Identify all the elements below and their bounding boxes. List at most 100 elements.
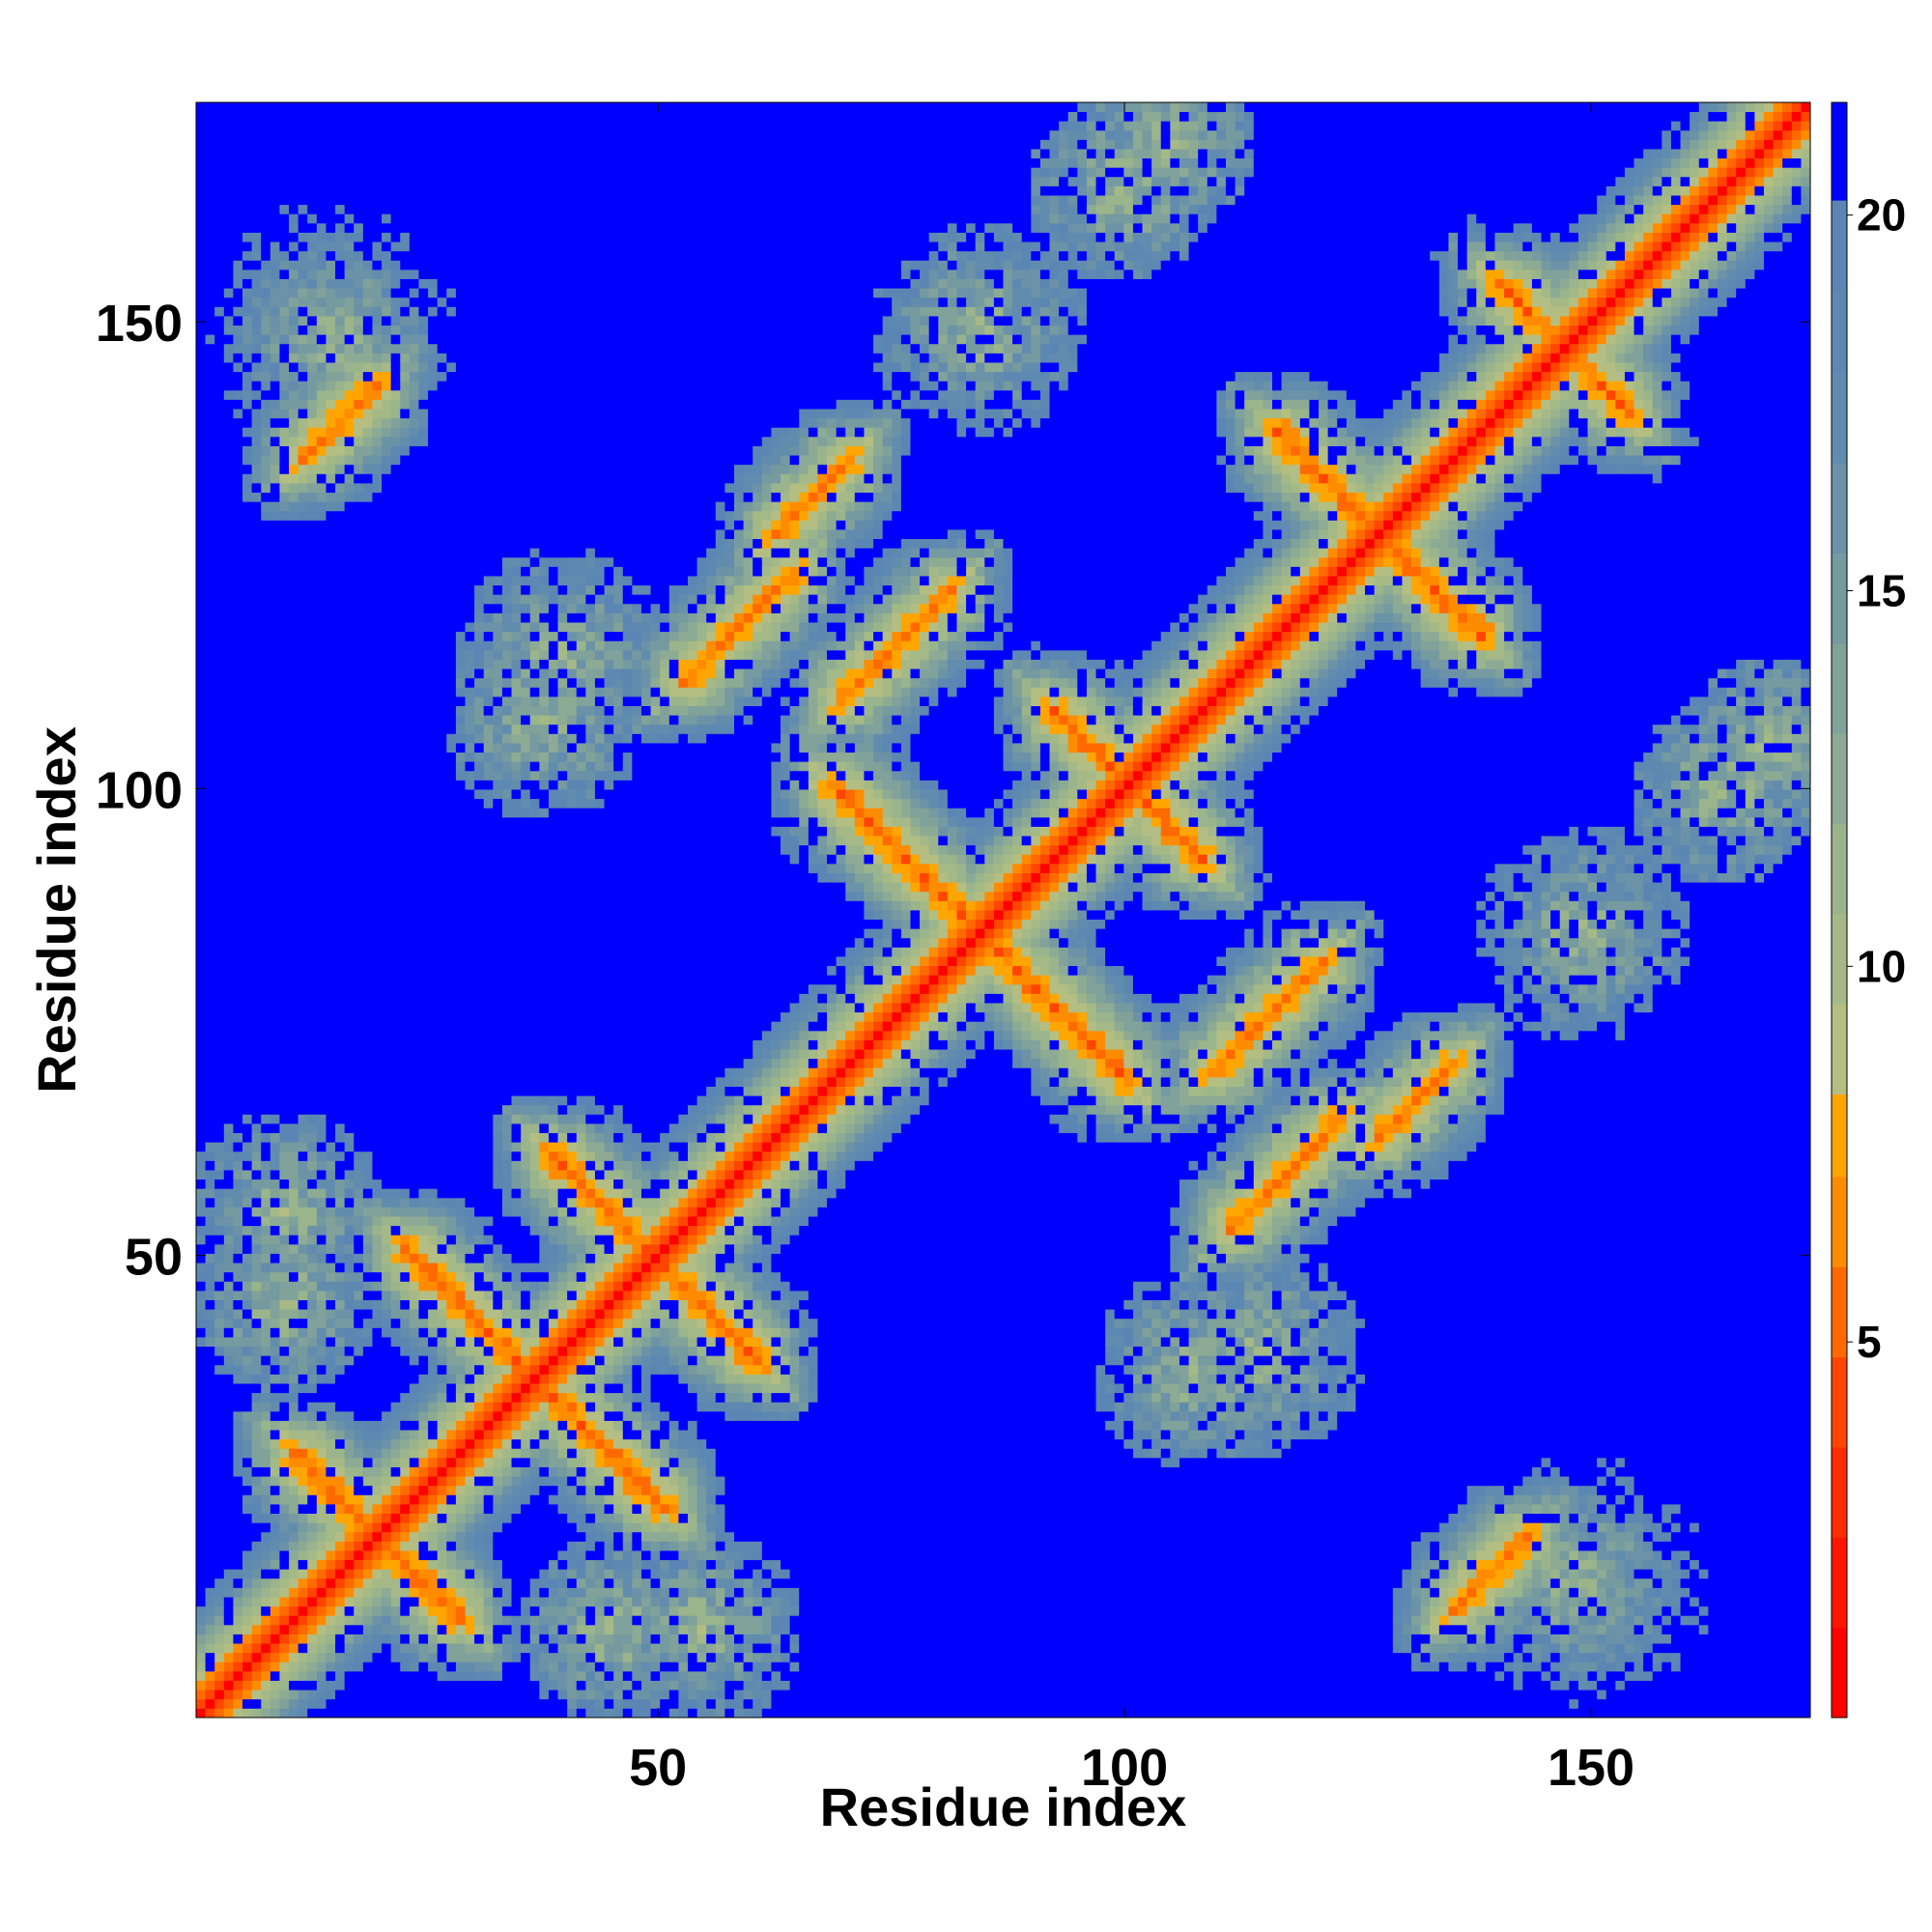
heatmap-cell (456, 1606, 466, 1616)
heatmap-cell (781, 1662, 790, 1671)
heatmap-cell (1022, 1615, 1032, 1625)
heatmap-cell (206, 1179, 215, 1189)
heatmap-cell (1550, 1625, 1560, 1634)
heatmap-cell (502, 1690, 512, 1699)
heatmap-cell (1504, 1699, 1514, 1709)
heatmap-cell (771, 1634, 781, 1644)
heatmap-cell (298, 947, 308, 956)
heatmap-cell (1736, 1606, 1746, 1616)
heatmap-cell (214, 1337, 224, 1347)
heatmap-cell (976, 1615, 985, 1625)
heatmap-cell (1514, 1681, 1523, 1690)
heatmap-cell (920, 1606, 929, 1616)
heatmap-cell (233, 1699, 242, 1709)
heatmap-cell (307, 1170, 317, 1179)
heatmap-cell (1643, 1653, 1653, 1662)
heatmap-cell (233, 1569, 242, 1578)
heatmap-cell (929, 1643, 939, 1653)
heatmap-cell (363, 1708, 373, 1718)
heatmap-cell (279, 882, 289, 892)
heatmap-cell (1690, 1606, 1699, 1616)
heatmap-cell (1161, 1681, 1171, 1690)
heatmap-cell (595, 1708, 605, 1718)
heatmap-cell (1430, 1625, 1439, 1634)
heatmap-cell (242, 892, 252, 901)
heatmap-cell (252, 1699, 262, 1709)
heatmap-cell (1226, 1615, 1236, 1625)
heatmap-cell (307, 1133, 317, 1143)
heatmap-cell (817, 1671, 827, 1681)
heatmap-cell (605, 1653, 614, 1662)
heatmap-cell (261, 399, 270, 409)
heatmap-cell (224, 984, 234, 994)
heatmap-cell (307, 1634, 317, 1644)
heatmap-cell (1133, 1708, 1143, 1718)
heatmap-cell (206, 1671, 215, 1681)
heatmap-cell (410, 1643, 419, 1653)
heatmap-cell (1606, 1625, 1616, 1634)
heatmap-cell (224, 1133, 234, 1143)
heatmap-cell (242, 687, 252, 696)
heatmap-cell (1421, 1597, 1431, 1606)
heatmap-cell (261, 1021, 270, 1031)
heatmap-cell (1059, 1662, 1068, 1671)
heatmap-cell (1123, 1597, 1133, 1606)
heatmap-cell (279, 1327, 289, 1337)
heatmap-cell (224, 771, 234, 781)
heatmap-cell (270, 158, 280, 168)
heatmap-cell (252, 1690, 262, 1699)
heatmap-cell (1542, 1662, 1551, 1671)
heatmap-cell (233, 1550, 242, 1560)
heatmap-cell (549, 1699, 558, 1709)
heatmap-cell (1522, 1653, 1532, 1662)
heatmap-cell (279, 1216, 289, 1226)
heatmap-cell (206, 789, 215, 799)
heatmap-cell (196, 1216, 206, 1226)
heatmap-cell (688, 1634, 697, 1644)
heatmap-cell (214, 1049, 224, 1059)
heatmap-cell (252, 1494, 262, 1504)
heatmap-cell (289, 1606, 298, 1616)
heatmap-cell (1754, 1634, 1764, 1644)
heatmap-cell (623, 1643, 633, 1653)
heatmap-cell (864, 1699, 873, 1709)
heatmap-cell (214, 854, 224, 864)
heatmap-cell (298, 446, 308, 456)
heatmap-cell (298, 1383, 308, 1393)
heatmap-cell (196, 687, 206, 696)
heatmap-cell (279, 1597, 289, 1606)
heatmap-cell (261, 112, 270, 122)
heatmap-cell (289, 733, 298, 743)
heatmap-cell (623, 1634, 633, 1644)
heatmap-cell (196, 1393, 206, 1403)
heatmap-cell (261, 1059, 270, 1068)
heatmap-cell (651, 1625, 661, 1634)
heatmap-cell (233, 112, 242, 122)
heatmap-cell (1272, 1708, 1282, 1718)
heatmap-cell (298, 733, 308, 743)
heatmap-cell (261, 316, 270, 326)
heatmap-cell (261, 381, 270, 390)
heatmap-cell (298, 473, 308, 483)
heatmap-cell (298, 1514, 308, 1523)
heatmap-cell (632, 1634, 641, 1644)
heatmap-cell (214, 437, 224, 446)
heatmap-cell (252, 1458, 262, 1467)
heatmap-cell (233, 427, 242, 437)
heatmap-cell (976, 1625, 985, 1634)
heatmap-cell (1355, 1606, 1365, 1616)
heatmap-cell (354, 1615, 363, 1625)
heatmap-cell (1402, 1681, 1411, 1690)
heatmap-cell (1151, 1597, 1161, 1606)
heatmap-cell (206, 1059, 215, 1068)
heatmap-cell (298, 1541, 308, 1550)
heatmap-cell (1123, 1606, 1133, 1616)
heatmap-cell (214, 158, 224, 168)
heatmap-cell (298, 381, 308, 390)
heatmap-cell (206, 928, 215, 938)
heatmap-cell (1031, 1671, 1040, 1681)
heatmap-cell (1208, 1699, 1217, 1709)
heatmap-cell (289, 576, 298, 585)
heatmap-cell (214, 251, 224, 261)
heatmap-cell (1662, 1615, 1671, 1625)
